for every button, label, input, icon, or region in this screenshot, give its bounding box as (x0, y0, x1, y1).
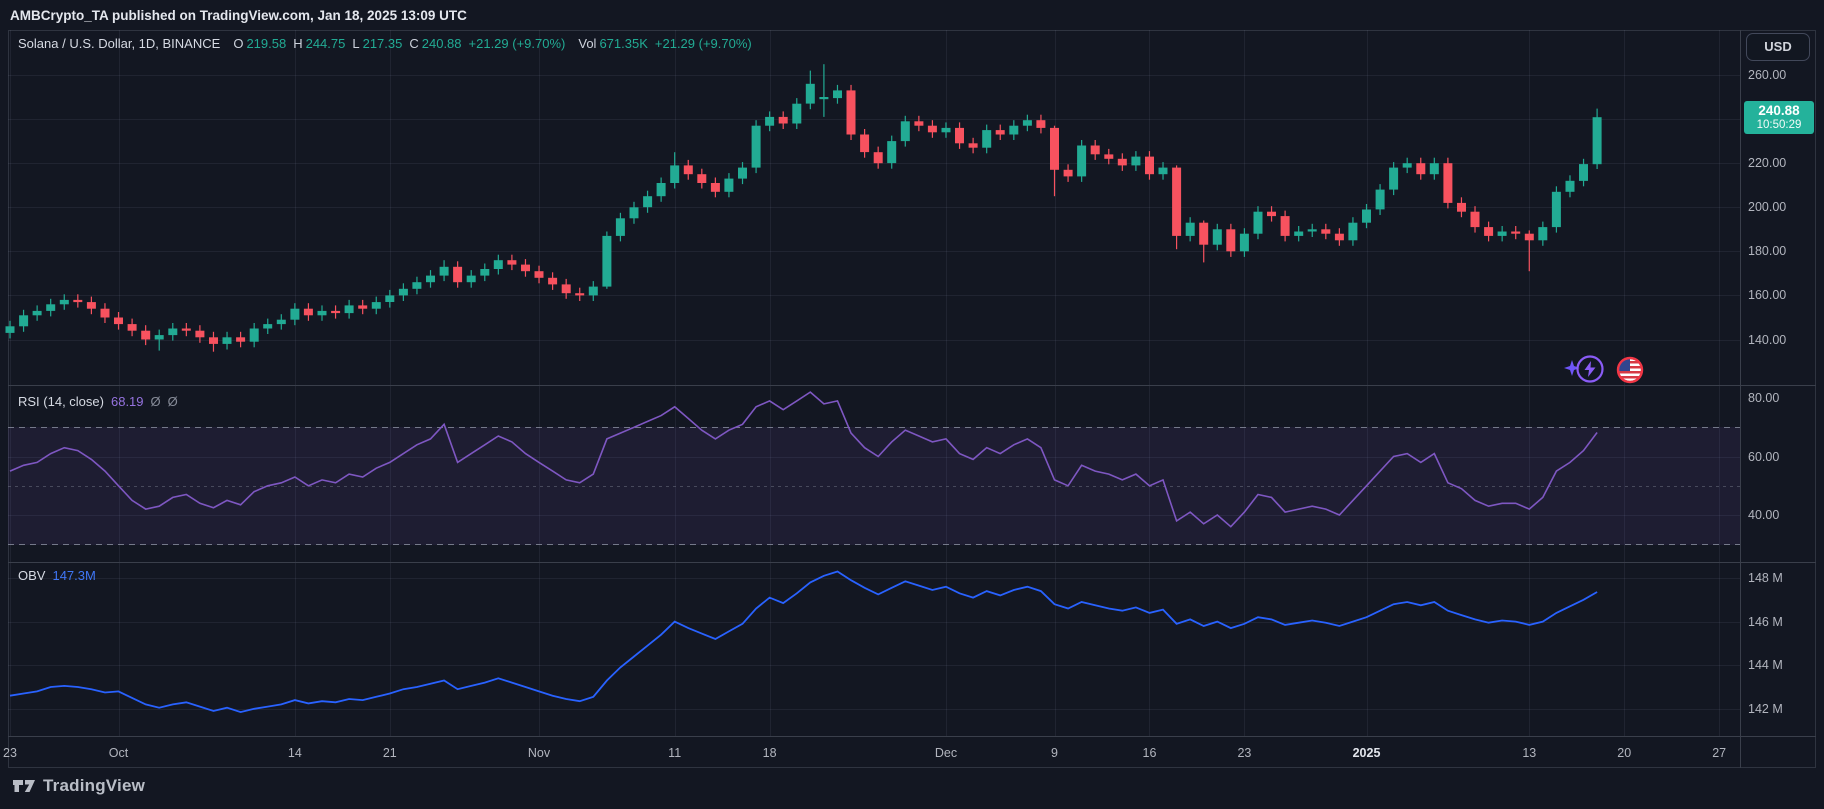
bar-countdown: 10:50:29 (1756, 119, 1802, 131)
close-label: C (409, 36, 419, 51)
time-axis-separator (8, 736, 1816, 737)
rsi-value: 68.19 (110, 394, 144, 409)
price-axis-label[interactable]: 200.00 (1748, 200, 1787, 215)
price-axis-label[interactable]: 160.00 (1748, 288, 1787, 303)
footer-brand[interactable]: TradingView (12, 775, 145, 797)
chart-frame (8, 30, 1816, 768)
obv-legend[interactable]: OBV 147.3M (18, 568, 96, 583)
obv-axis-label[interactable]: 144 M (1748, 658, 1783, 673)
time-axis-label[interactable]: 23 (1237, 746, 1252, 760)
vertical-gridline (118, 30, 120, 736)
time-axis-label[interactable]: Oct (108, 746, 129, 760)
symbol-title[interactable]: Solana / U.S. Dollar, 1D, BINANCE (18, 36, 221, 51)
price-gridline (8, 295, 1740, 297)
vertical-gridline (1366, 30, 1368, 736)
vertical-gridline (1719, 30, 1721, 736)
low-value: 217.35 (362, 36, 403, 51)
price-gridline (8, 119, 1740, 121)
volume-value: 671.35K (599, 36, 648, 51)
time-axis-label[interactable]: 13 (1522, 746, 1537, 760)
time-axis-label[interactable]: 23 (3, 746, 17, 760)
price-rsi-separator[interactable] (8, 385, 1816, 386)
obv-axis-label[interactable]: 148 M (1748, 571, 1783, 585)
vertical-gridline (674, 30, 676, 736)
lightning-bolt-icon (1584, 361, 1596, 377)
price-axis-label[interactable]: 140.00 (1748, 332, 1787, 347)
price-gridline (8, 207, 1740, 209)
volume-label[interactable]: Vol (578, 36, 597, 51)
price-gridline (8, 163, 1740, 165)
vertical-gridline (1529, 30, 1531, 736)
time-axis-label[interactable]: 18 (762, 746, 777, 760)
high-value: 244.75 (305, 36, 346, 51)
vertical-gridline (389, 30, 391, 736)
last-price-badge: 240.88 10:50:29 (1744, 101, 1814, 134)
rsi-obv-separator[interactable] (8, 562, 1816, 563)
price-axis-label[interactable]: 260.00 (1748, 68, 1787, 82)
time-axis-label[interactable]: 27 (1712, 746, 1727, 760)
vertical-gridline (10, 30, 11, 736)
price-gridline (8, 339, 1740, 341)
symbol-legend[interactable]: Solana / U.S. Dollar, 1D, BINANCE O 219.5… (18, 36, 752, 51)
published-header: AMBCrypto_TA published on TradingView.co… (10, 8, 467, 23)
obv-axis-label[interactable]: 146 M (1748, 614, 1783, 629)
time-axis-label[interactable]: 11 (668, 746, 682, 760)
time-axis-label[interactable]: Dec (934, 746, 958, 760)
rsi-legend[interactable]: RSI (14, close) 68.19 Ø Ø (18, 394, 178, 409)
time-axis-label[interactable]: 21 (382, 746, 397, 760)
us-flag-icon[interactable] (1615, 355, 1645, 385)
obv-title[interactable]: OBV (18, 568, 46, 583)
vertical-gridline (539, 30, 541, 736)
volume-change: +21.29 (+9.70%) (654, 36, 752, 51)
price-axis-label[interactable]: 220.00 (1748, 156, 1787, 171)
price-axis-label[interactable]: 180.00 (1748, 244, 1787, 259)
obv-axis-label[interactable]: 142 M (1748, 701, 1783, 716)
boost-sparkle-icon[interactable] (1560, 350, 1606, 388)
vertical-gridline (1244, 30, 1246, 736)
rsi-axis-label[interactable]: 80.00 (1748, 391, 1780, 405)
sparkle-glyph (1564, 360, 1580, 376)
time-axis-label[interactable]: 14 (287, 746, 302, 760)
vertical-gridline (945, 30, 947, 736)
rsi-ma1-placeholder: Ø (150, 394, 161, 409)
vertical-gridline (1149, 30, 1151, 736)
tradingview-logo-text: TradingView (43, 776, 146, 795)
obv-value: 147.3M (52, 568, 96, 583)
time-axis-label[interactable]: Nov (527, 746, 551, 760)
vertical-gridline (294, 30, 296, 736)
open-value: 219.58 (246, 36, 287, 51)
vertical-gridline (769, 30, 771, 736)
rsi-title[interactable]: RSI (14, close) (18, 394, 104, 409)
tradingview-logo-icon (13, 780, 35, 792)
vertical-gridline (1624, 30, 1626, 736)
price-gridline (8, 251, 1740, 253)
rsi-axis-label[interactable]: 60.00 (1748, 449, 1780, 464)
price-scale-separator (1740, 30, 1741, 768)
time-axis-label[interactable]: 20 (1617, 746, 1632, 760)
time-axis-label[interactable]: 16 (1142, 746, 1157, 760)
flag-ring (1616, 356, 1644, 384)
price-gridline (8, 75, 1740, 76)
rsi-ma2-placeholder: Ø (167, 394, 178, 409)
high-label: H (293, 36, 303, 51)
open-label: O (233, 36, 244, 51)
close-value: 240.88 (421, 36, 462, 51)
time-axis-label[interactable]: 2025 (1352, 746, 1381, 760)
us-flag-stripes (1619, 359, 1641, 381)
time-axis-label[interactable]: 9 (1051, 746, 1058, 760)
rsi-axis-label[interactable]: 40.00 (1748, 508, 1780, 522)
last-price-value: 240.88 (1758, 103, 1800, 118)
change-value: +21.29 (+9.70%) (468, 36, 566, 51)
low-label: L (352, 36, 360, 51)
currency-usd-button[interactable]: USD (1746, 33, 1810, 61)
rsi-oversold-line (8, 544, 1740, 546)
vertical-gridline (1054, 30, 1056, 736)
